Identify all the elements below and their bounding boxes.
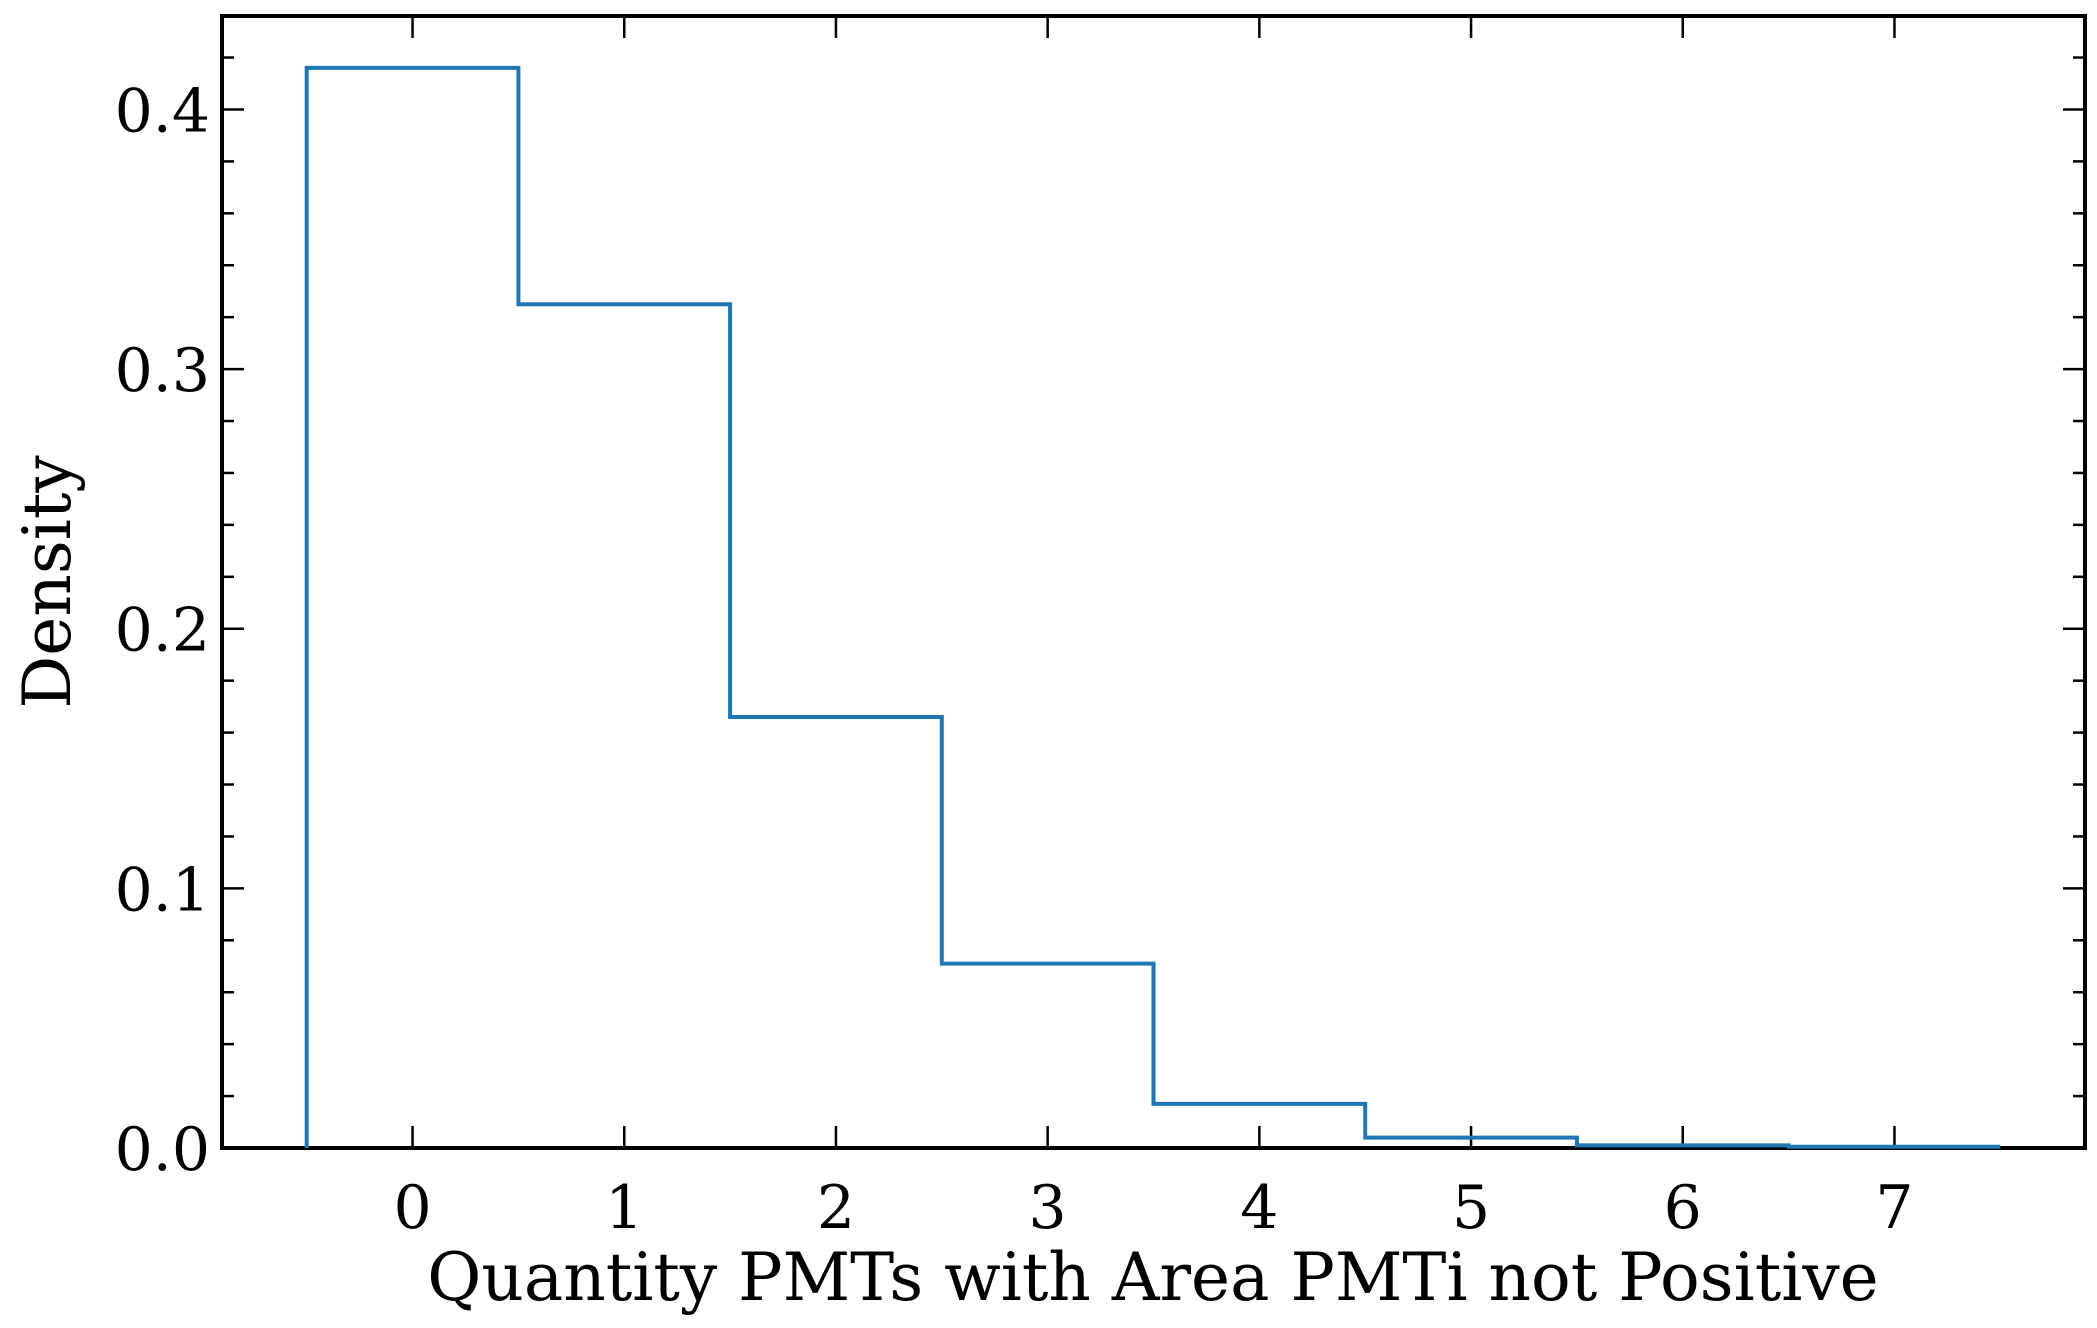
x-tick-label: 7 [1875, 1173, 1913, 1243]
axis-ticks [222, 16, 2085, 1150]
y-tick-label: 0.2 [115, 596, 210, 666]
axis-tick-labels: 0 1 2 3 4 5 6 7 0.0 0.1 0.2 0.3 0.4 [115, 76, 1914, 1243]
histogram-step-line [304, 65, 2001, 1149]
y-tick-label: 0.1 [115, 855, 210, 925]
y-tick-label: 0.0 [115, 1115, 210, 1185]
x-axis-label: Quantity PMTs with Area PMTi not Positiv… [427, 1239, 1878, 1316]
x-tick-label: 3 [1029, 1173, 1067, 1243]
plot-frame [220, 14, 2087, 1150]
x-tick-label: 6 [1664, 1173, 1702, 1243]
y-tick-label: 0.3 [115, 336, 210, 406]
x-tick-label: 4 [1240, 1173, 1278, 1243]
x-tick-label: 2 [817, 1173, 855, 1243]
x-tick-label: 5 [1452, 1173, 1490, 1243]
x-tick-label: 0 [393, 1173, 431, 1243]
y-axis-label: Density [9, 455, 86, 709]
y-tick-label: 0.4 [115, 76, 210, 146]
x-tick-label: 1 [605, 1173, 643, 1243]
